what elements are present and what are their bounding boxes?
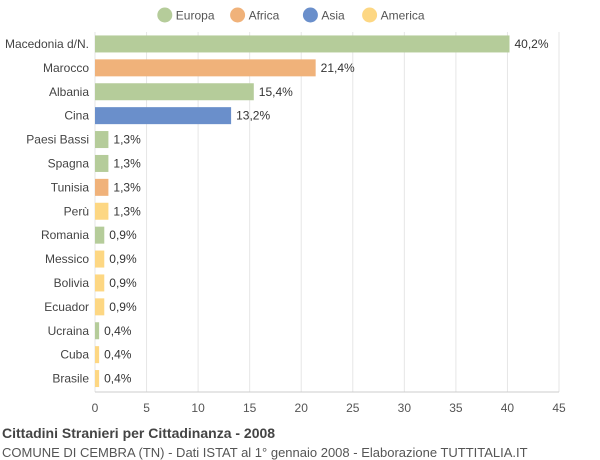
- bar: [95, 107, 232, 125]
- value-label: 21,4%: [321, 61, 355, 75]
- value-label: 1,3%: [113, 156, 141, 170]
- bar: [95, 346, 100, 364]
- bar: [95, 274, 105, 292]
- category-label: Marocco: [43, 61, 89, 75]
- legend-label: Asia: [321, 9, 345, 23]
- value-label: 0,9%: [109, 276, 137, 290]
- value-label: 0,4%: [104, 348, 132, 362]
- legend-label: Europa: [176, 9, 215, 23]
- category-label: Ecuador: [44, 300, 89, 314]
- bar: [95, 59, 316, 77]
- category-label: Romania: [41, 228, 89, 242]
- category-label: Macedonia d/N.: [5, 37, 89, 51]
- bar: [95, 226, 105, 244]
- x-tick-label: 35: [449, 401, 463, 415]
- value-label: 0,9%: [109, 252, 137, 266]
- value-label: 0,9%: [109, 300, 137, 314]
- value-label: 40,2%: [515, 37, 549, 51]
- bar: [95, 250, 105, 268]
- bar: [95, 298, 105, 316]
- bar: [95, 35, 510, 53]
- value-label: 13,2%: [236, 109, 270, 123]
- value-label: 0,4%: [104, 372, 132, 386]
- value-label: 0,9%: [109, 228, 137, 242]
- value-label: 0,4%: [104, 324, 132, 338]
- bar: [95, 83, 254, 101]
- category-label: Perù: [64, 204, 89, 218]
- category-label: Tunisia: [51, 180, 90, 194]
- category-label: Cina: [64, 109, 89, 123]
- category-label: Paesi Bassi: [26, 133, 89, 147]
- category-label: Albania: [49, 85, 89, 99]
- legend-swatch: [362, 7, 378, 23]
- x-tick-label: 0: [92, 401, 99, 415]
- bar-chart: 0 5 10 15 20 25 30 35 40 45 Macedonia d/N. 40,2% Mar…: [5, 7, 566, 415]
- x-tick-label: 30: [398, 401, 412, 415]
- bar: [95, 370, 100, 388]
- bar: [95, 322, 100, 340]
- x-tick-label: 25: [346, 401, 360, 415]
- legend-swatch: [230, 7, 246, 23]
- category-label: Cuba: [60, 348, 89, 362]
- x-tick-label: 40: [501, 401, 515, 415]
- legend-label: Africa: [249, 9, 280, 23]
- x-tick-label: 45: [552, 401, 566, 415]
- category-label: Messico: [45, 252, 89, 266]
- bar: [95, 202, 109, 220]
- value-label: 1,3%: [113, 133, 141, 147]
- legend-swatch: [302, 7, 318, 23]
- x-tick-label: 10: [191, 401, 205, 415]
- chart-title: Cittadini Stranieri per Cittadinanza - 2…: [2, 425, 276, 441]
- bar: [95, 154, 109, 172]
- bar: [95, 178, 109, 196]
- value-label: 1,3%: [113, 180, 141, 194]
- category-label: Brasile: [52, 372, 89, 386]
- value-label: 15,4%: [259, 85, 293, 99]
- bar: [95, 131, 109, 149]
- category-label: Ucraina: [48, 324, 90, 338]
- category-label: Bolivia: [54, 276, 90, 290]
- x-tick-label: 15: [243, 401, 257, 415]
- value-label: 1,3%: [113, 204, 141, 218]
- x-tick-label: 20: [295, 401, 309, 415]
- category-label: Spagna: [48, 156, 90, 170]
- legend-swatch: [157, 7, 173, 23]
- legend-label: America: [381, 9, 425, 23]
- x-tick-label: 5: [143, 401, 150, 415]
- chart-subtitle: COMUNE DI CEMBRA (TN) - Dati ISTAT al 1°…: [2, 445, 528, 460]
